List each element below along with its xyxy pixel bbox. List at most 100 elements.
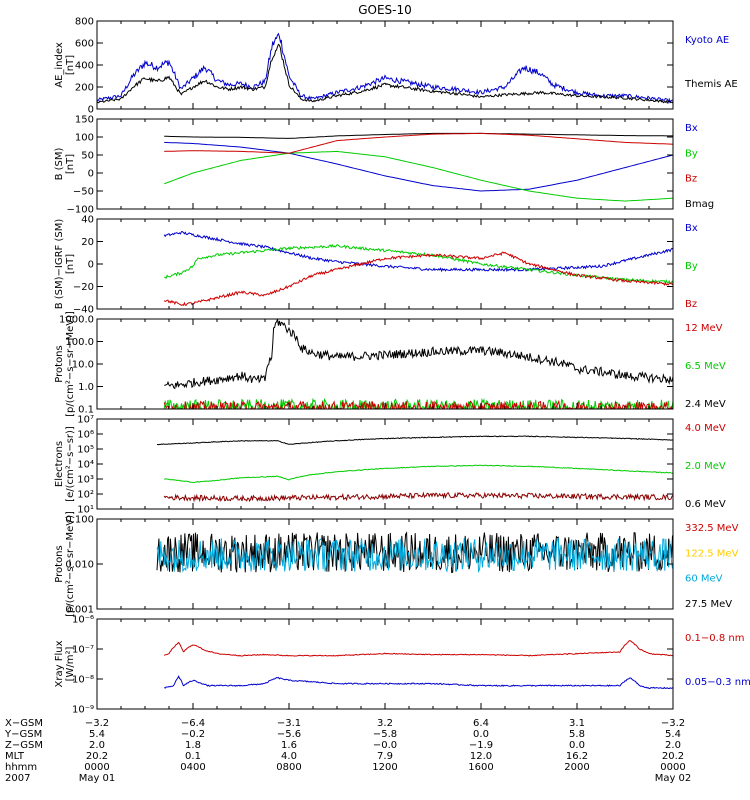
y-axis-unit-prot1: [p/(cm²−s−sr−MeV)] [65,311,76,417]
legend-entry-xray: 0.1−0.8 nm [685,633,744,644]
ephemeris-value: −0.0 [373,740,397,751]
legend-entry-prot1: 6.5 MeV [685,361,726,372]
y-tick-label-ae: 800 [75,17,94,28]
series-line-bdiff-0 [163,231,673,273]
ephemeris-value: −0.2 [181,729,205,740]
y-axis-unit-bdiff: [nT] [65,254,76,274]
y-tick-label-elec: 10² [77,490,94,501]
legend-entry-prot2: 60 MeV [685,574,723,585]
ephemeris-value: May 02 [655,773,692,784]
y-tick-label-bsm: −100 [67,205,94,216]
ephemeris-row-label: hhmm [5,762,37,773]
ephemeris-value: 16.2 [566,751,588,762]
ephemeris-value: 1200 [372,762,397,773]
ephemeris-value: 1.6 [281,740,297,751]
y-axis-label-elec: Electrons [54,441,65,487]
series-line-ae-1 [97,43,673,104]
legend-entry-bsm: By [685,148,698,159]
series-line-ae-0 [97,32,673,104]
series-line-bsm-0 [164,132,673,139]
legend-entry-bdiff: Bx [685,223,698,234]
ephemeris-value: 3.2 [377,718,393,729]
panel-bdiff: −40 −20 0 20 40 B (SM)−IGRF (SM) [nT] Bx By Bz [54,215,698,316]
y-tick-label-bdiff: 20 [81,237,94,248]
panel-bsm: −100 −50 0 50 100 150 B (SM) [nT] Bx By Bz Bmag [54,115,714,216]
series-line-prot2-0 [156,531,673,574]
panel-frame-prot1 [96,318,674,410]
y-axis-label-xray: Xray Flux [54,640,65,687]
ephemeris-value: 2000 [564,762,589,773]
y-tick-label-ae: 600 [75,39,94,50]
y-axis-unit-bsm: [nT] [65,154,76,174]
ephemeris-row-label: MLT [5,751,25,762]
panel-frame-elec [96,418,674,510]
series-line-elec-2 [163,491,673,503]
y-axis-unit-ae: [nT] [65,55,76,75]
legend-entry-elec: 4.0 MeV [685,423,726,434]
ephemeris-value: 20.2 [662,751,684,762]
y-axis-unit-prot2: [p/(cm²−s−sr−MeV)] [65,511,76,617]
ephemeris-value: 3.1 [569,718,585,729]
ephemeris-value: −3.2 [661,718,685,729]
ephemeris-value: 1600 [468,762,493,773]
legend-entry-prot2: 27.5 MeV [685,599,732,610]
ephemeris-value: 2.0 [89,740,105,751]
ephemeris-value: 1.8 [185,740,201,751]
y-tick-label-prot1: 1.0 [78,382,94,393]
y-axis-label-prot2: Protons [54,545,65,582]
y-tick-label-bdiff: 40 [81,215,94,226]
panel-ae: 0 200 400 600 800 AE_index [nT] Kyoto AE Themis … [54,17,738,116]
y-tick-label-bsm: 100 [75,133,94,144]
legend-entry-prot2: 332.5 MeV [685,523,739,534]
y-tick-label-prot2: 0.010 [65,560,94,571]
ephemeris-value: 5.4 [665,729,681,740]
y-tick-label-xray: 10⁻⁶ [72,615,94,626]
y-tick-label-xray: 10⁻⁸ [72,675,94,686]
ephemeris-value: 20.2 [86,751,108,762]
y-tick-label-ae: 200 [75,83,94,94]
y-tick-label-prot2: 0.100 [65,515,94,526]
ephemeris-row-label: 2007 [5,773,30,784]
y-tick-label-elec: 10¹ [77,505,94,516]
legend-entry-bdiff: Bz [685,299,697,310]
y-axis-label-bsm: B (SM) [54,147,65,180]
ephemeris-value: −5.6 [277,729,301,740]
ephemeris-value: 12.0 [470,751,492,762]
legend-entry-elec: 0.6 MeV [685,499,726,510]
ephemeris-value: 7.9 [377,751,393,762]
y-axis-label-prot1: Protons [54,345,65,382]
y-tick-label-elec: 10⁵ [77,445,94,456]
panel-prot1: 0.1 1.0 10.0 100.0 1000.0 Protons [p/(cm²−s−sr… [54,311,726,417]
y-axis-unit-xray: [W/m²] [65,646,76,681]
legend-entry-elec: 2.0 MeV [685,461,726,472]
y-tick-label-bsm: −50 [73,187,94,198]
legend-entry-ae: Themis AE [684,79,738,90]
y-tick-label-prot1: 1000.0 [59,315,94,326]
series-line-xray-1 [163,675,673,690]
y-tick-label-elec: 10⁴ [77,460,94,471]
panel-elec: 10¹ 10² 10³ 10⁴ 10⁵ 10⁶ 10⁷ Electrons [e/(cm²−s−… [54,415,726,516]
y-tick-label-bsm: 150 [75,115,94,126]
y-tick-label-bsm: 0 [88,169,94,180]
ephemeris-value: −3.2 [85,718,109,729]
series-line-xray-0 [163,640,673,657]
legend-entry-bsm: Bz [685,174,697,185]
y-tick-label-prot1: 0.1 [78,405,94,416]
legend-entry-xray: 0.05−0.3 nm [685,677,750,688]
panel-frame-bsm [96,118,674,210]
ephemeris-row-label: X−GSM [5,718,43,729]
chart-title: GOES-10 [358,3,412,17]
panel-xray: 10⁻⁹ 10⁻⁸ 10⁻⁷ 10⁻⁶ Xray Flux [W/m²] 0.1−0.8 n… [54,615,750,716]
ephemeris-value: −1.9 [469,740,493,751]
series-line-bdiff-2 [163,251,673,307]
ephemeris-value: −5.8 [373,729,397,740]
ephemeris-value: 0.0 [569,740,585,751]
ephemeris-value: 6.4 [473,718,489,729]
legend-entry-ae: Kyoto AE [685,35,729,46]
ephemeris-value: 0000 [660,762,685,773]
legend-entry-bsm: Bmag [685,199,714,210]
y-tick-label-elec: 10⁶ [77,430,94,441]
series-line-elec-1 [164,464,673,484]
ephemeris-value: 2.0 [665,740,681,751]
